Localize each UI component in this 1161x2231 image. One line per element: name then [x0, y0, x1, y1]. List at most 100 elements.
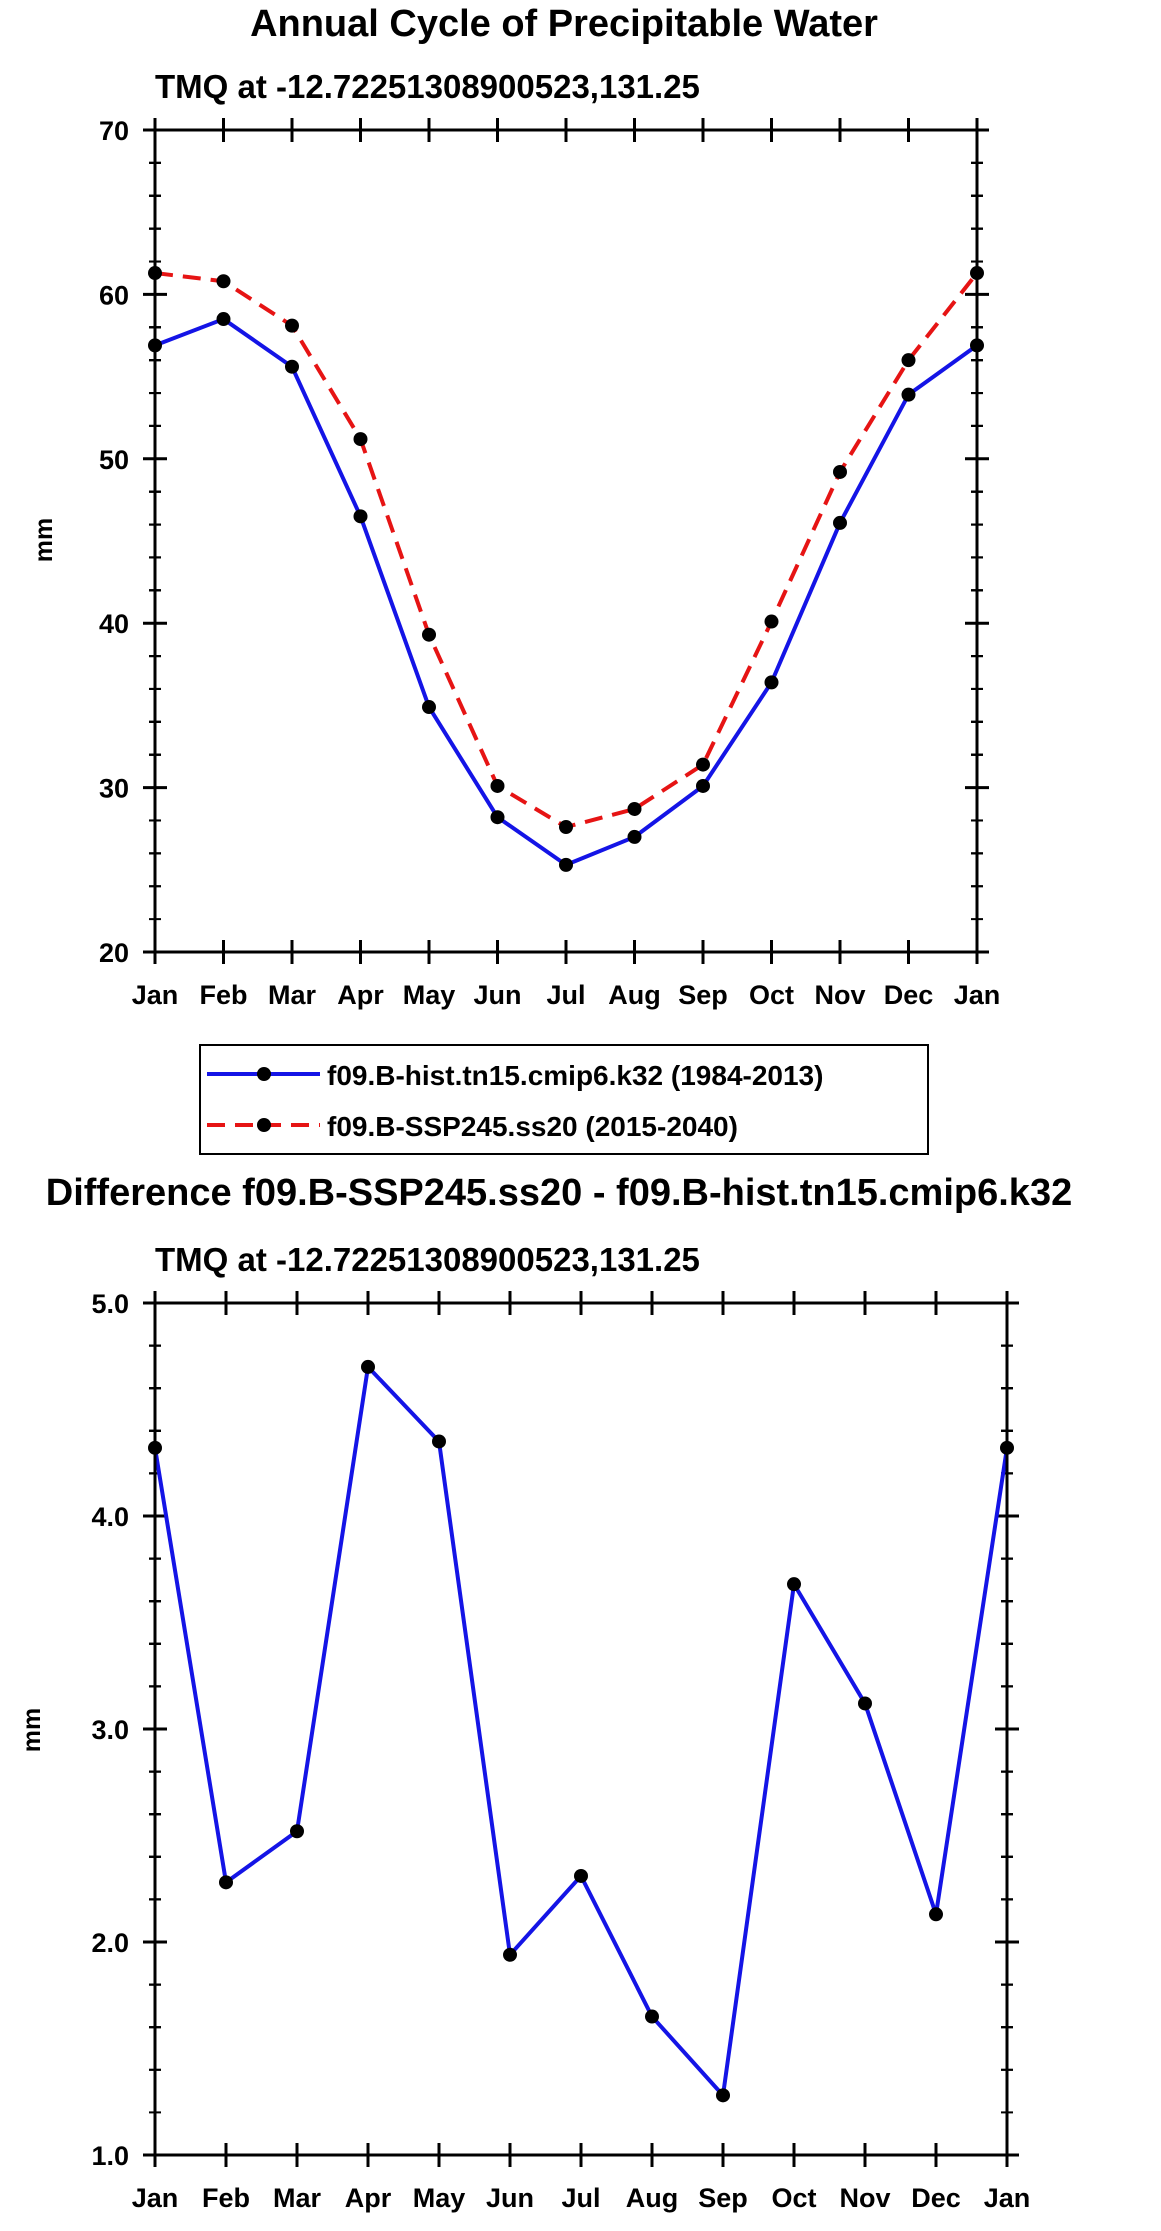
x-tick-label: Mar	[268, 980, 317, 1010]
series-1-point	[285, 359, 299, 374]
x-tick-label: Oct	[771, 2183, 816, 2213]
chart1-title: Annual Cycle of Precipitable Water	[250, 3, 878, 45]
x-tick-label: Oct	[749, 980, 794, 1010]
chart1-legend: f09.B-hist.tn15.cmip6.k32 (1984-2013) f0…	[199, 1044, 929, 1155]
series-1-point	[503, 1947, 517, 1962]
x-tick-label: Jan	[954, 980, 1001, 1010]
x-tick-label: May	[403, 980, 456, 1010]
series-1-point	[627, 829, 642, 844]
series-1-point	[716, 2088, 730, 2103]
legend-marker-ssp	[257, 1118, 271, 1132]
series-1-point	[353, 509, 368, 524]
chart1-minor-ticks	[149, 161, 983, 921]
series-1-point	[574, 1868, 588, 1883]
chart1-major-ticks	[143, 118, 989, 964]
series-2-point	[559, 820, 573, 835]
series-2-point	[901, 353, 916, 368]
chart1-plot-frame	[153, 128, 979, 954]
series-line-1	[154, 317, 979, 867]
x-tick-label: Aug	[626, 2183, 678, 2213]
series-line-1	[153, 1364, 1009, 2098]
x-tick-label: Jan	[132, 2183, 179, 2213]
series-1-point	[216, 312, 231, 327]
chart2-ylabel: mm	[18, 1708, 46, 1752]
legend-label-hist: f09.B-hist.tn15.cmip6.k32 (1984-2013)	[327, 1060, 823, 1091]
series-2-point	[696, 757, 710, 772]
series-1-point	[490, 810, 505, 825]
y-tick-label: 1.0	[91, 2141, 129, 2171]
series-2-point	[764, 614, 779, 629]
x-tick-label: Feb	[202, 2183, 250, 2213]
series-1-point	[290, 1824, 304, 1839]
y-tick-label: 60	[99, 280, 129, 310]
x-tick-label: Apr	[337, 980, 384, 1010]
y-tick-label: 2.0	[91, 1928, 129, 1958]
chart2-title: Difference f09.B-SSP245.ss20 - f09.B-his…	[46, 1172, 1072, 1214]
chart1-x-tick-labels: Jan Feb Mar Apr May Jun Jul Aug Sep Oct Nov Dec Jan	[132, 980, 1001, 1010]
x-tick-label: Feb	[199, 980, 247, 1010]
chart2-series-points	[148, 1359, 1014, 2103]
x-tick-label: Sep	[698, 2183, 748, 2213]
x-tick-label: Dec	[911, 2183, 961, 2213]
chart2-x-tick-labels: Jan Feb Mar Apr May Jun Jul Aug Sep Oct Nov Dec Jan	[132, 2183, 1031, 2213]
annual-cycle-chart: Annual Cycle of Precipitable Water TMQ a…	[30, 3, 1001, 1155]
chart2-major-ticks	[143, 1291, 1019, 2167]
x-tick-label: Jan	[984, 2183, 1031, 2213]
series-1-point	[696, 778, 710, 793]
series-1-point	[361, 1359, 375, 1374]
x-tick-label: Jul	[561, 2183, 600, 2213]
y-tick-label: 3.0	[91, 1715, 129, 1745]
chart2-series-lines	[153, 1364, 1009, 2098]
legend-marker-hist	[257, 1067, 271, 1081]
series-2-point	[422, 627, 436, 642]
chart1-series-lines	[154, 271, 979, 867]
series-2-point	[285, 318, 299, 333]
chart2-plot-frame	[153, 1301, 1009, 2157]
series-2-point	[353, 432, 368, 447]
y-tick-label: 30	[99, 774, 129, 804]
series-1-point	[422, 700, 436, 715]
series-1-point	[901, 387, 916, 402]
x-tick-label: Mar	[273, 2183, 322, 2213]
series-1-point	[929, 1907, 943, 1922]
y-tick-label: 4.0	[91, 1502, 129, 1532]
chart1-subtitle: TMQ at -12.72251308900523,131.25	[155, 68, 700, 105]
x-tick-label: Nov	[814, 980, 865, 1010]
y-tick-label: 20	[99, 938, 129, 968]
legend-label-ssp: f09.B-SSP245.ss20 (2015-2040)	[327, 1111, 738, 1142]
chart2-minor-ticks	[149, 1344, 1013, 2114]
series-1-point	[559, 857, 573, 872]
series-2-point	[627, 801, 642, 816]
y-tick-label: 5.0	[91, 1289, 129, 1319]
series-2-point	[833, 464, 847, 479]
series-1-point	[432, 1434, 446, 1449]
y-tick-label: 40	[99, 609, 129, 639]
series-1-point	[787, 1577, 801, 1592]
x-tick-label: Jun	[486, 2183, 534, 2213]
x-tick-label: Apr	[345, 2183, 392, 2213]
legend-box	[199, 1044, 929, 1155]
x-tick-label: Sep	[678, 980, 728, 1010]
series-1-point	[764, 675, 779, 690]
difference-chart: Difference f09.B-SSP245.ss20 - f09.B-his…	[18, 1172, 1072, 2213]
x-tick-label: Jan	[132, 980, 179, 1010]
series-1-point	[833, 515, 847, 530]
y-tick-label: 70	[99, 116, 129, 146]
series-1-point	[645, 2009, 659, 2024]
chart2-y-tick-labels: 1.0 2.0 3.0 4.0 5.0	[91, 1289, 129, 2171]
x-tick-label: Jun	[473, 980, 521, 1010]
y-tick-label: 50	[99, 445, 129, 475]
x-tick-label: Dec	[884, 980, 934, 1010]
series-2-point	[216, 274, 231, 289]
chart2-subtitle: TMQ at -12.72251308900523,131.25	[155, 1241, 700, 1278]
series-1-point	[858, 1696, 872, 1711]
chart1-y-tick-labels: 20 30 40 50 60 70	[99, 116, 129, 968]
series-2-point	[490, 778, 505, 793]
x-tick-label: Aug	[608, 980, 660, 1010]
series-1-point	[219, 1875, 233, 1890]
chart1-series-points	[148, 266, 984, 872]
x-tick-label: Nov	[839, 2183, 890, 2213]
x-tick-label: Jul	[546, 980, 585, 1010]
x-tick-label: May	[413, 2183, 466, 2213]
